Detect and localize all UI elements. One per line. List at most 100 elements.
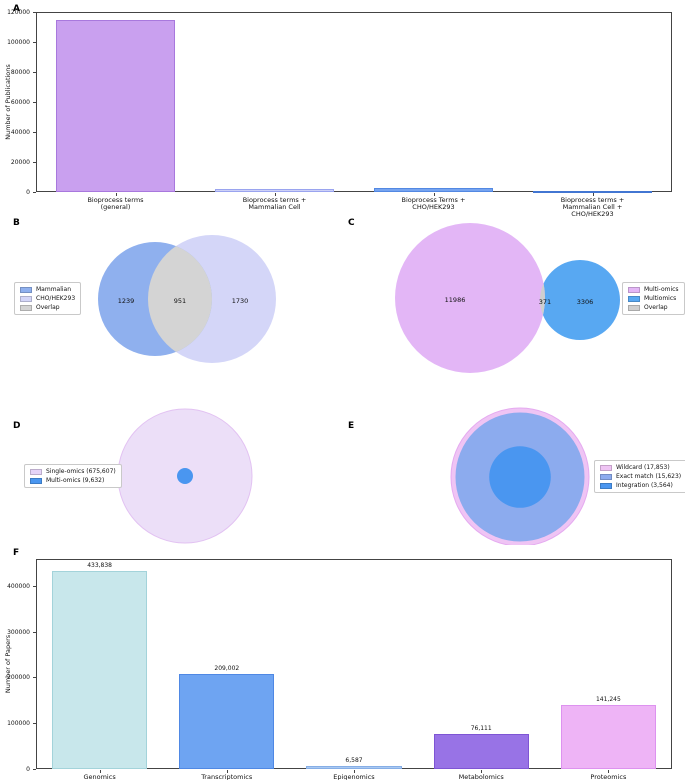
x-tick-line: Bioprocess Terms + (401, 196, 466, 204)
y-tick-label: 100000 (7, 38, 30, 46)
legend-swatch (600, 464, 612, 471)
x-tick-line: Genomics (83, 773, 116, 780)
y-tick-label: 300000 (7, 628, 30, 636)
panel-label-D: D (13, 421, 21, 431)
panel-label-C: C (348, 218, 355, 228)
bar-2 (373, 188, 494, 192)
bar-3 (433, 734, 529, 769)
x-tick-mark (99, 770, 101, 773)
legend-label: Overlap (644, 304, 668, 311)
legend: Single-omics (675,607) Multi-omics (9,632… (24, 464, 122, 488)
x-tick-label: Bioprocess terms + Mammalian Cell + CHO/HE… (513, 197, 672, 218)
y-tick-label: 80000 (10, 68, 30, 76)
y-tick-label: 60000 (10, 98, 30, 106)
x-tick-line: Bioprocess terms (87, 196, 144, 204)
venn-right-circle (540, 260, 620, 340)
x-tick-label: Epigenomics (290, 774, 417, 780)
y-tick-mark (33, 722, 36, 724)
legend-swatch (628, 304, 640, 311)
y-tick-label: 0 (26, 765, 30, 773)
x-tick-line: Mammalian Cell + (562, 203, 623, 211)
legend-swatch (30, 477, 42, 484)
nested-circle-2 (489, 446, 551, 508)
bar-2 (306, 766, 402, 769)
y-tick-mark (33, 161, 36, 163)
mammalian-cho-venn-diagram: 1239 951 1730 Mammalian CHO/HEK293 Overlap (0, 215, 342, 400)
y-tick-mark (33, 11, 36, 13)
bar-value-label: 76,111 (470, 725, 492, 733)
legend: Multi-omics Multiomics Overlap (622, 282, 685, 315)
panel-A: A Number of Publications 0 20000 40000 60000… (0, 0, 685, 218)
y-tick-mark (33, 101, 36, 103)
legend-swatch (628, 286, 640, 293)
y-tick-label: 40000 (10, 128, 30, 136)
panel-B: B 1239 951 1730 Mammalian CHO/HEK293 Overlap (0, 215, 342, 400)
x-tick-label: Bioprocess terms + Mammalian Cell (195, 197, 354, 211)
legend-label: Single-omics (675,607) (46, 468, 116, 475)
x-tick-line: Transcriptomics (201, 773, 253, 780)
x-tick-line: Proteomics (590, 773, 627, 780)
x-tick-mark (481, 770, 483, 773)
legend-item: Exact match (15,623) (600, 473, 681, 480)
y-tick-mark (33, 677, 36, 679)
x-tick-mark (354, 770, 355, 773)
legend: Mammalian CHO/HEK293 Overlap (14, 282, 82, 315)
panel-E: E Wildcard (17,853) Exact match (15,623) I… (342, 400, 685, 545)
bar-3 (532, 190, 653, 193)
x-tick-line: Bioprocess terms + (242, 196, 307, 204)
x-tick-label: Bioprocess Terms + CHO/HEK293 (354, 197, 513, 211)
legend-item: Wildcard (17,853) (600, 464, 681, 471)
bar-0 (51, 570, 148, 769)
nested-circle-1 (177, 468, 193, 484)
x-tick-mark (433, 193, 435, 196)
x-tick-mark (592, 193, 594, 196)
legend-item: Multi-omics (628, 286, 679, 293)
y-tick-label: 100000 (7, 719, 30, 727)
y-tick-mark (33, 71, 36, 73)
legend-swatch (20, 286, 32, 293)
x-tick-line: Metabolomics (458, 773, 504, 780)
bar-value-label: 141,245 (595, 695, 621, 703)
nested-circles-svg (450, 407, 590, 545)
legend-item: Mammalian (20, 286, 75, 293)
legend-label: CHO/HEK293 (36, 295, 76, 302)
x-tick-label: Proteomics (545, 774, 672, 780)
legend-label: Multiomics (644, 295, 677, 302)
single-vs-multi-omics-circles: Single-omics (675,607) Multi-omics (9,632… (0, 400, 342, 545)
legend-swatch (600, 473, 612, 480)
legend-item: Multiomics (628, 295, 679, 302)
y-axis-label: Number of Papers (4, 634, 12, 694)
panel-C: C 11986 371 3306 Multi-omics Multiomics Overl… (342, 215, 685, 400)
x-tick-mark (115, 193, 117, 196)
y-tick-mark (33, 768, 36, 770)
x-tick-line: Bioprocess terms + (560, 196, 625, 204)
legend-label: Multi-omics (9,632) (46, 477, 105, 484)
venn-region-value: 1239 (118, 297, 135, 305)
venn-region-value: 3306 (577, 298, 594, 306)
panel-label-B: B (13, 218, 20, 228)
y-tick-label: 400000 (7, 582, 30, 590)
legend-label: Exact match (15,623) (616, 473, 682, 480)
legend-swatch (20, 304, 32, 311)
multiomics-venn-diagram: 11986 371 3306 Multi-omics Multiomics Overlap (342, 215, 685, 400)
legend-item: Multi-omics (9,632) (30, 477, 116, 484)
x-tick-line: Mammalian Cell (248, 203, 301, 211)
x-tick-line: (general) (100, 203, 131, 211)
omics-papers-bar-chart: Number of Papers 0 100000 200000 300000 40000… (0, 545, 685, 780)
legend-label: Multi-omics (644, 286, 679, 293)
wildcard-exact-integration-circles: Wildcard (17,853) Exact match (15,623) Int… (342, 400, 685, 545)
panel-label-E: E (348, 421, 355, 431)
venn-region-value: 11986 (445, 296, 466, 304)
legend-swatch (20, 295, 32, 302)
legend-item: Overlap (20, 304, 75, 311)
x-tick-label: Genomics (36, 774, 163, 780)
legend-label: Overlap (36, 304, 60, 311)
bar-value-label: 6,587 (345, 757, 363, 764)
bar-value-label: 209,002 (214, 664, 240, 672)
legend-swatch (600, 482, 612, 489)
y-tick-mark (33, 631, 36, 633)
bar-1 (214, 188, 335, 192)
x-tick-line: CHO/HEK293 (571, 210, 614, 218)
x-tick-label: Bioprocess terms (general) (36, 197, 195, 211)
